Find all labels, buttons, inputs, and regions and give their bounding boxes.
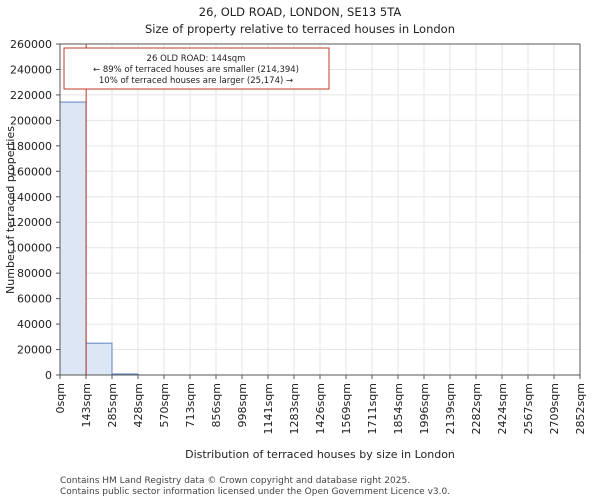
annotation-line-3: 10% of terraced houses are larger (25,17… <box>99 76 293 86</box>
bar-143sqm <box>85 342 113 376</box>
x-tick-label: 2282sqm <box>470 383 483 434</box>
y-tick-label: 240000 <box>10 63 52 76</box>
x-tick-label: 2852sqm <box>574 383 587 434</box>
footer-line-1: Contains HM Land Registry data © Crown c… <box>60 476 410 486</box>
x-tick-label: 856sqm <box>210 383 223 427</box>
chart-title: 26, OLD ROAD, LONDON, SE13 5TA <box>199 5 402 19</box>
x-tick-label: 2709sqm <box>548 383 561 434</box>
annotation-line-1: 26 OLD ROAD: 144sqm <box>147 54 246 64</box>
x-tick-labels: 0sqm 143sqm 285sqm 428sqm 570sqm 713sqm 856sqm… <box>54 383 587 434</box>
annotation-line-2: ← 89% of terraced houses are smaller (21… <box>93 65 299 75</box>
x-tick-label: 1996sqm <box>418 383 431 434</box>
x-tick-label: 2424sqm <box>496 383 509 434</box>
y-tick-label: 80000 <box>17 267 52 280</box>
y-tick-label: 220000 <box>10 89 52 102</box>
chart-subtitle: Size of property relative to terraced ho… <box>145 22 455 36</box>
y-tick-label: 0 <box>45 369 52 382</box>
y-axis-label: Number of terraced properties <box>4 126 17 294</box>
x-tick-label: 1141sqm <box>262 383 275 434</box>
y-tick-label: 160000 <box>10 165 52 178</box>
x-tick-label: 2139sqm <box>444 383 457 434</box>
x-tick-label: 143sqm <box>80 383 93 427</box>
y-tick-label: 120000 <box>10 216 52 229</box>
x-tick-label: 1711sqm <box>366 383 379 434</box>
x-tick-label: 0sqm <box>54 383 67 413</box>
x-axis-label: Distribution of terraced houses by size … <box>185 448 455 461</box>
bars <box>59 101 139 376</box>
x-tick-label: 285sqm <box>106 383 119 427</box>
y-tick-label: 260000 <box>10 38 52 51</box>
y-tick-labels: 0 20000 40000 60000 80000 100000 120000 140000 1… <box>10 38 52 382</box>
x-tick-label: 998sqm <box>236 383 249 427</box>
x-tick-label: 713sqm <box>184 383 197 427</box>
x-tick-label: 1854sqm <box>392 383 405 434</box>
y-tick-label: 40000 <box>17 318 52 331</box>
bar-0sqm <box>59 101 87 376</box>
x-tick-label: 1569sqm <box>340 383 353 434</box>
y-tick-label: 60000 <box>17 293 52 306</box>
y-tick-label: 180000 <box>10 140 52 153</box>
x-tick-label: 428sqm <box>132 383 145 427</box>
x-tick-label: 1426sqm <box>314 383 327 434</box>
axes <box>56 43 581 379</box>
y-tick-label: 200000 <box>10 114 52 127</box>
annotation-box: 26 OLD ROAD: 144sqm ← 89% of terraced ho… <box>63 47 330 90</box>
x-tick-label: 2567sqm <box>522 383 535 434</box>
y-tick-label: 100000 <box>10 242 52 255</box>
x-tick-label: 570sqm <box>158 383 171 427</box>
y-tick-label: 20000 <box>17 344 52 357</box>
footer-line-2: Contains public sector information licen… <box>60 487 450 497</box>
gridlines <box>59 43 581 376</box>
x-tick-label: 1283sqm <box>288 383 301 434</box>
y-tick-label: 140000 <box>10 191 52 204</box>
